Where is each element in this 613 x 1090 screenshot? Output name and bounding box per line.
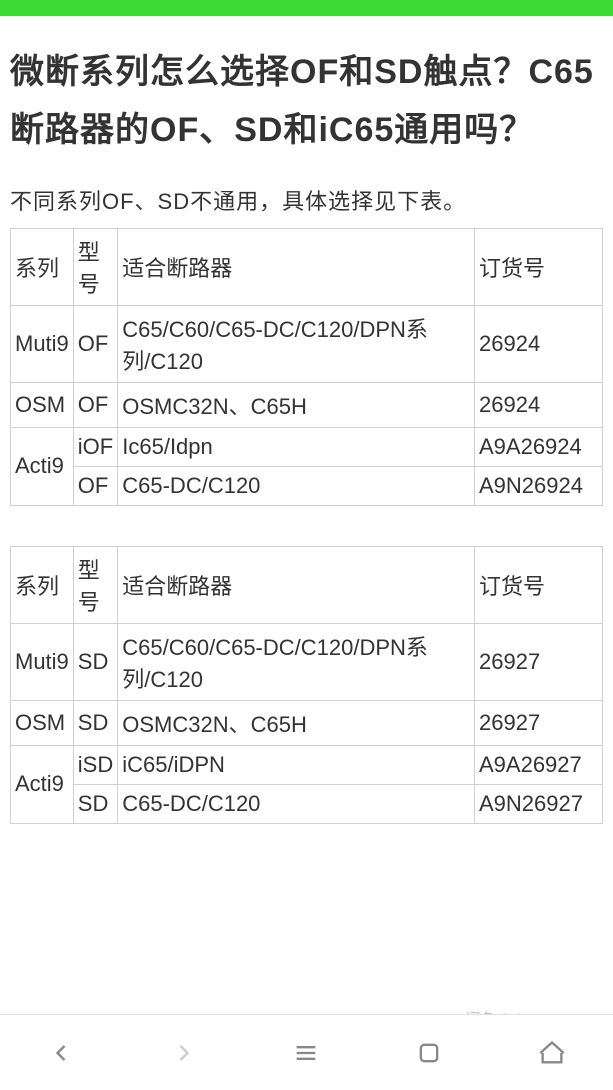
tabs-button[interactable] xyxy=(409,1033,449,1073)
header-breaker: 适合断路器 xyxy=(118,228,475,305)
table-header-row: 系列 型号 适合断路器 订货号 xyxy=(11,228,603,305)
page-subtitle: 不同系列OF、SD不通用，具体选择见下表。 xyxy=(10,184,603,216)
cell-breaker: Ic65/Idpn xyxy=(118,427,475,466)
header-model: 型号 xyxy=(73,228,117,305)
cell-order: A9A26927 xyxy=(475,745,603,784)
menu-button[interactable] xyxy=(286,1033,326,1073)
chevron-right-icon xyxy=(170,1039,198,1067)
cell-model: iOF xyxy=(73,427,117,466)
header-model: 型号 xyxy=(73,546,117,623)
cell-model: iSD xyxy=(73,745,117,784)
cell-model: SD xyxy=(73,623,117,700)
cell-breaker: OSMC32N、C65H xyxy=(118,382,475,427)
cell-breaker: C65-DC/C120 xyxy=(118,784,475,823)
cell-series: Acti9 xyxy=(11,427,74,505)
table-row: OFC65-DC/C120A9N26924 xyxy=(11,466,603,505)
cell-model: OF xyxy=(73,466,117,505)
header-order: 订货号 xyxy=(475,228,603,305)
table-header-row: 系列 型号 适合断路器 订货号 xyxy=(11,546,603,623)
home-button[interactable] xyxy=(532,1033,572,1073)
cell-order: A9N26927 xyxy=(475,784,603,823)
cell-order: 26927 xyxy=(475,700,603,745)
cell-breaker: C65/C60/C65-DC/C120/DPN系列/C120 xyxy=(118,623,475,700)
table-of: 系列 型号 适合断路器 订货号 Muti9OFC65/C60/C65-DC/C1… xyxy=(10,228,603,506)
cell-order: A9A26924 xyxy=(475,427,603,466)
chevron-left-icon xyxy=(47,1039,75,1067)
home-icon xyxy=(538,1039,566,1067)
cell-series: OSM xyxy=(11,700,74,745)
table-row: OSMOFOSMC32N、C65H26924 xyxy=(11,382,603,427)
bottom-navigation xyxy=(0,1014,613,1090)
header-breaker: 适合断路器 xyxy=(118,546,475,623)
header-series: 系列 xyxy=(11,546,74,623)
table-sd-body: Muti9SDC65/C60/C65-DC/C120/DPN系列/C120269… xyxy=(11,623,603,823)
cell-breaker: C65/C60/C65-DC/C120/DPN系列/C120 xyxy=(118,305,475,382)
cell-order: 26924 xyxy=(475,382,603,427)
cell-model: SD xyxy=(73,700,117,745)
forward-button[interactable] xyxy=(164,1033,204,1073)
table-of-body: Muti9OFC65/C60/C65-DC/C120/DPN系列/C120269… xyxy=(11,305,603,505)
table-row: Muti9SDC65/C60/C65-DC/C120/DPN系列/C120269… xyxy=(11,623,603,700)
page-content: 微断系列怎么选择OF和SD触点？C65断路器的OF、SD和iC65通用吗？ 不同… xyxy=(0,16,613,874)
page-title: 微断系列怎么选择OF和SD触点？C65断路器的OF、SD和iC65通用吗？ xyxy=(10,44,603,160)
cell-model: SD xyxy=(73,784,117,823)
status-bar xyxy=(0,0,613,16)
cell-series: Muti9 xyxy=(11,305,74,382)
cell-order: 26924 xyxy=(475,305,603,382)
menu-icon xyxy=(292,1039,320,1067)
table-row: Acti9iSDiC65/iDPNA9A26927 xyxy=(11,745,603,784)
cell-breaker: OSMC32N、C65H xyxy=(118,700,475,745)
header-series: 系列 xyxy=(11,228,74,305)
tabs-icon xyxy=(415,1039,443,1067)
cell-model: OF xyxy=(73,305,117,382)
cell-breaker: iC65/iDPN xyxy=(118,745,475,784)
cell-order: A9N26924 xyxy=(475,466,603,505)
table-row: Muti9OFC65/C60/C65-DC/C120/DPN系列/C120269… xyxy=(11,305,603,382)
cell-series: OSM xyxy=(11,382,74,427)
cell-series: Muti9 xyxy=(11,623,74,700)
back-button[interactable] xyxy=(41,1033,81,1073)
cell-order: 26927 xyxy=(475,623,603,700)
cell-breaker: C65-DC/C120 xyxy=(118,466,475,505)
header-order: 订货号 xyxy=(475,546,603,623)
table-row: OSMSDOSMC32N、C65H26927 xyxy=(11,700,603,745)
cell-series: Acti9 xyxy=(11,745,74,823)
cell-model: OF xyxy=(73,382,117,427)
table-row: Acti9iOFIc65/IdpnA9A26924 xyxy=(11,427,603,466)
table-sd: 系列 型号 适合断路器 订货号 Muti9SDC65/C60/C65-DC/C1… xyxy=(10,546,603,824)
table-row: SDC65-DC/C120A9N26927 xyxy=(11,784,603,823)
